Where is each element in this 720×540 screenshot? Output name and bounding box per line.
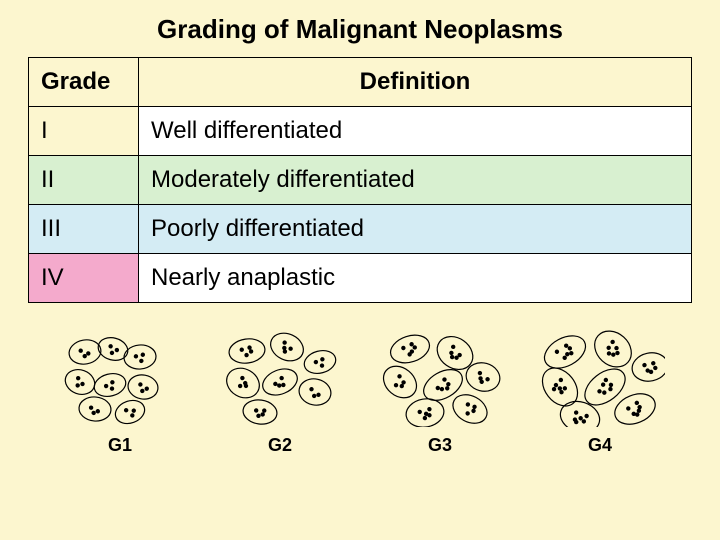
cell-grade: III [29,205,139,254]
cell-definition: Nearly anaplastic [139,254,692,303]
diagram-g1: G1 [55,327,185,456]
header-grade: Grade [29,58,139,107]
diagram-g4: G4 [535,327,665,456]
diagram-label: G2 [268,435,292,456]
cell-definition: Moderately differentiated [139,156,692,205]
cell-grade: II [29,156,139,205]
diagram-row: G1 G2 G3 G4 [40,327,680,456]
table-row: IIIPoorly differentiated [29,205,692,254]
cell-grade: I [29,107,139,156]
table-row: IIModerately differentiated [29,156,692,205]
grading-table: Grade Definition IWell differentiatedIIM… [28,57,692,303]
cells-icon [55,327,185,427]
diagram-label: G4 [588,435,612,456]
cells-icon [375,327,505,427]
cells-icon [215,327,345,427]
diagram-label: G3 [428,435,452,456]
cells-icon [535,327,665,427]
cell-definition: Well differentiated [139,107,692,156]
diagram-label: G1 [108,435,132,456]
cell-definition: Poorly differentiated [139,205,692,254]
diagram-g3: G3 [375,327,505,456]
table-header-row: Grade Definition [29,58,692,107]
page-title: Grading of Malignant Neoplasms [0,0,720,57]
table-row: IVNearly anaplastic [29,254,692,303]
cell-grade: IV [29,254,139,303]
diagram-g2: G2 [215,327,345,456]
header-definition: Definition [139,58,692,107]
table-row: IWell differentiated [29,107,692,156]
